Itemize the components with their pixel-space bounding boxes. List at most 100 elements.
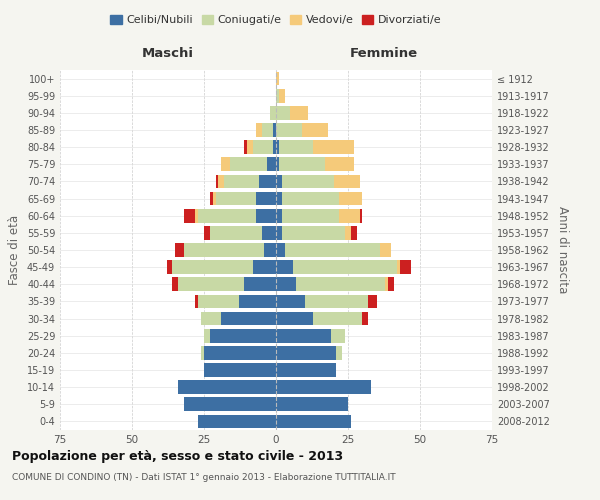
Bar [334, 174, 359, 188]
Bar [172, 278, 178, 291]
Bar [351, 226, 356, 239]
Bar [273, 140, 276, 154]
Bar [380, 243, 391, 257]
Bar [276, 346, 337, 360]
Bar [184, 243, 265, 257]
Bar [340, 209, 359, 222]
Bar [210, 329, 276, 342]
Bar [256, 209, 276, 222]
Bar [268, 158, 276, 171]
Bar [313, 140, 354, 154]
Bar [279, 89, 284, 102]
Bar [184, 209, 196, 222]
Bar [276, 260, 293, 274]
Bar [359, 209, 362, 222]
Bar [337, 346, 342, 360]
Bar [276, 89, 279, 102]
Bar [276, 243, 284, 257]
Bar [325, 158, 354, 171]
Bar [270, 106, 276, 120]
Bar [276, 158, 279, 171]
Bar [276, 123, 302, 137]
Bar [279, 158, 325, 171]
Bar [244, 278, 276, 291]
Bar [284, 243, 380, 257]
Bar [184, 398, 276, 411]
Bar [201, 346, 204, 360]
Bar [215, 174, 218, 188]
Bar [282, 174, 334, 188]
Bar [276, 363, 337, 377]
Bar [212, 192, 215, 205]
Bar [400, 260, 412, 274]
Bar [276, 294, 305, 308]
Bar [256, 192, 276, 205]
Bar [239, 294, 276, 308]
Bar [198, 294, 239, 308]
Bar [218, 174, 224, 188]
Bar [276, 226, 282, 239]
Bar [201, 312, 221, 326]
Bar [215, 192, 256, 205]
Bar [198, 209, 256, 222]
Bar [198, 414, 276, 428]
Bar [204, 346, 276, 360]
Bar [247, 140, 253, 154]
Bar [167, 260, 172, 274]
Bar [290, 106, 308, 120]
Bar [230, 158, 268, 171]
Bar [204, 329, 210, 342]
Bar [276, 106, 290, 120]
Bar [204, 226, 210, 239]
Bar [276, 174, 282, 188]
Bar [397, 260, 400, 274]
Bar [282, 192, 340, 205]
Bar [340, 192, 362, 205]
Bar [276, 312, 313, 326]
Bar [175, 243, 184, 257]
Text: Femmine: Femmine [350, 47, 418, 60]
Bar [262, 226, 276, 239]
Bar [244, 140, 247, 154]
Bar [385, 278, 388, 291]
Bar [172, 260, 253, 274]
Bar [276, 209, 282, 222]
Text: Maschi: Maschi [142, 47, 194, 60]
Bar [276, 72, 279, 86]
Bar [221, 312, 276, 326]
Text: Popolazione per età, sesso e stato civile - 2013: Popolazione per età, sesso e stato civil… [12, 450, 343, 463]
Bar [282, 209, 340, 222]
Bar [224, 174, 259, 188]
Bar [313, 312, 362, 326]
Bar [259, 174, 276, 188]
Bar [362, 312, 368, 326]
Bar [178, 380, 276, 394]
Text: COMUNE DI CONDINO (TN) - Dati ISTAT 1° gennaio 2013 - Elaborazione TUTTITALIA.IT: COMUNE DI CONDINO (TN) - Dati ISTAT 1° g… [12, 472, 395, 482]
Bar [331, 329, 345, 342]
Bar [279, 140, 313, 154]
Bar [265, 243, 276, 257]
Bar [210, 226, 262, 239]
Bar [302, 123, 328, 137]
Bar [368, 294, 377, 308]
Bar [345, 226, 351, 239]
Bar [276, 192, 282, 205]
Bar [388, 278, 394, 291]
Bar [305, 294, 368, 308]
Y-axis label: Anni di nascita: Anni di nascita [556, 206, 569, 294]
Bar [210, 192, 212, 205]
Bar [293, 260, 397, 274]
Bar [221, 158, 230, 171]
Bar [273, 123, 276, 137]
Bar [204, 363, 276, 377]
Bar [256, 123, 262, 137]
Bar [276, 329, 331, 342]
Bar [276, 398, 348, 411]
Y-axis label: Fasce di età: Fasce di età [8, 215, 21, 285]
Bar [276, 380, 371, 394]
Bar [282, 226, 345, 239]
Bar [276, 140, 279, 154]
Bar [276, 414, 351, 428]
Bar [253, 260, 276, 274]
Bar [178, 278, 244, 291]
